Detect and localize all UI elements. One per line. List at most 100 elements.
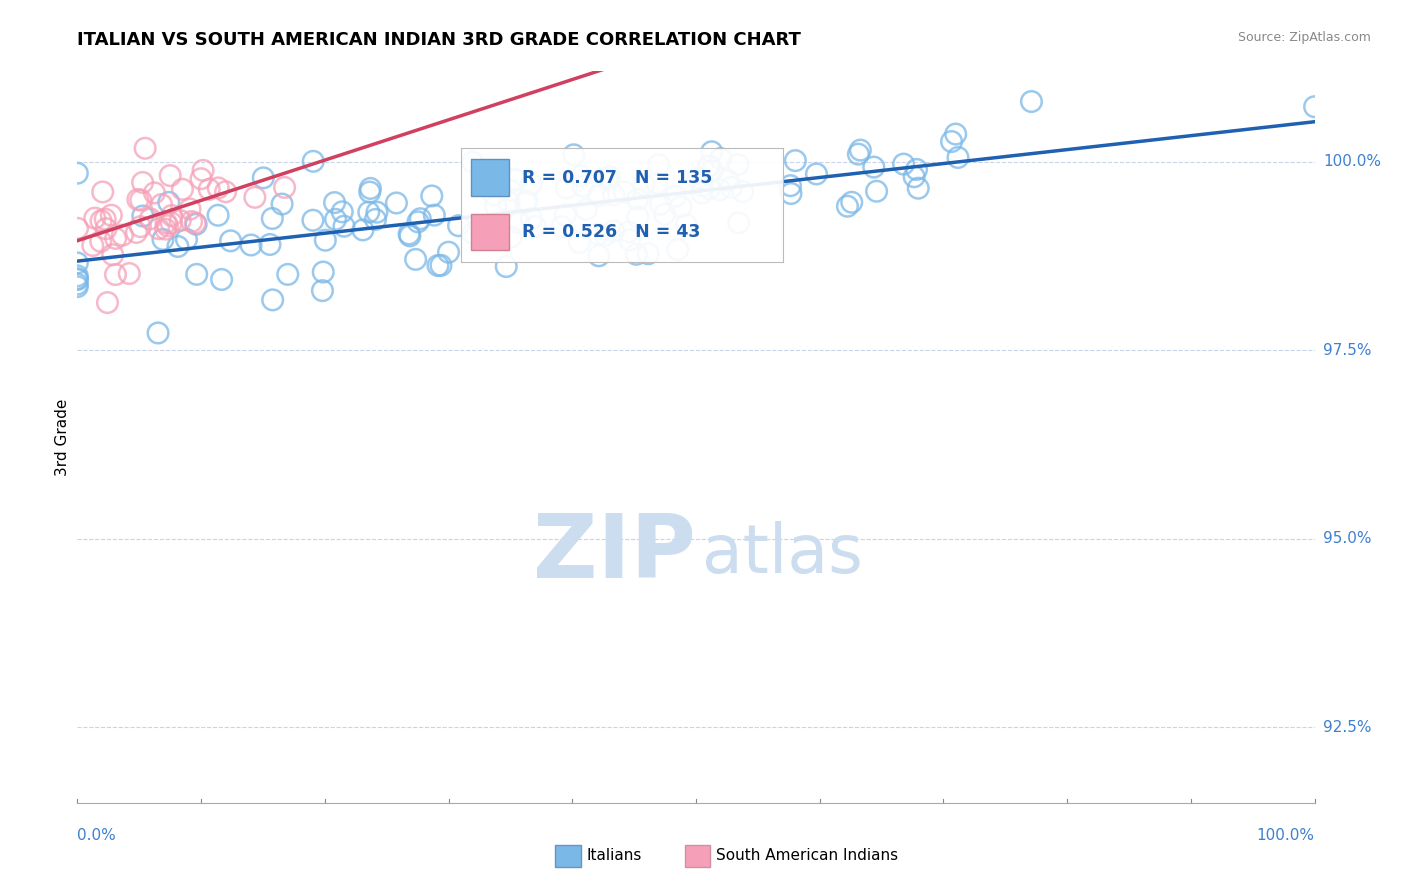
Point — [699, 182, 721, 196]
Point — [447, 219, 470, 233]
Point — [409, 211, 432, 226]
Point — [132, 209, 155, 223]
Point — [94, 212, 117, 227]
Point — [406, 215, 429, 229]
Point — [865, 184, 887, 198]
Point — [312, 265, 335, 279]
Point — [66, 271, 89, 285]
Text: 100.0%: 100.0% — [1257, 828, 1315, 843]
Point — [399, 228, 422, 243]
Point — [731, 185, 754, 199]
Point — [702, 164, 724, 178]
Point — [330, 204, 353, 219]
Point — [619, 233, 641, 247]
Point — [779, 178, 801, 193]
Bar — [471, 160, 509, 195]
Text: Italians: Italians — [586, 848, 641, 863]
Point — [498, 195, 520, 210]
Point — [214, 185, 236, 199]
Point — [160, 216, 183, 230]
Y-axis label: 3rd Grade: 3rd Grade — [55, 399, 70, 475]
Point — [717, 173, 740, 187]
Point — [66, 221, 89, 235]
Point — [524, 219, 547, 234]
Point — [572, 179, 595, 194]
Text: ZIP: ZIP — [533, 510, 696, 598]
Point — [104, 268, 127, 282]
Point — [675, 218, 697, 232]
Point — [66, 277, 89, 292]
Point — [66, 166, 89, 180]
Point — [156, 219, 179, 233]
Point — [90, 235, 112, 249]
Point — [437, 245, 460, 260]
Point — [627, 210, 650, 224]
Point — [806, 167, 828, 181]
Point — [211, 272, 233, 286]
Point — [727, 216, 749, 230]
Point — [575, 202, 598, 217]
Text: 97.5%: 97.5% — [1323, 343, 1371, 358]
Point — [302, 213, 325, 227]
Point — [554, 208, 576, 222]
Text: 100.0%: 100.0% — [1323, 154, 1381, 169]
Point — [366, 205, 388, 219]
Point — [129, 193, 152, 207]
Point — [357, 205, 380, 219]
Point — [555, 181, 578, 195]
Point — [134, 141, 156, 155]
Point — [359, 185, 381, 199]
Point — [849, 143, 872, 157]
Point — [262, 211, 284, 226]
Point — [430, 258, 453, 272]
Point — [423, 208, 446, 222]
Point — [650, 197, 672, 211]
Text: R = 0.707   N = 135: R = 0.707 N = 135 — [522, 169, 713, 186]
Point — [83, 211, 105, 226]
Point — [271, 197, 294, 211]
Point — [520, 211, 543, 226]
Point — [461, 155, 484, 169]
Point — [503, 172, 526, 186]
Point — [155, 222, 177, 236]
Point — [903, 169, 925, 184]
Point — [602, 187, 624, 202]
Point — [155, 216, 177, 230]
Point — [848, 147, 870, 161]
Point — [697, 160, 720, 174]
Point — [515, 195, 537, 210]
Point — [420, 189, 443, 203]
Point — [599, 169, 621, 184]
Point — [1021, 95, 1043, 109]
Point — [240, 238, 263, 252]
Point — [118, 267, 141, 281]
Point — [364, 212, 387, 227]
Point — [398, 227, 420, 241]
Point — [184, 216, 207, 230]
Point — [720, 180, 742, 194]
Point — [352, 223, 374, 237]
Point — [905, 162, 928, 177]
Point — [785, 153, 807, 168]
Point — [550, 219, 572, 234]
Point — [645, 176, 668, 190]
Point — [478, 232, 501, 246]
Text: R = 0.526   N = 43: R = 0.526 N = 43 — [522, 223, 700, 241]
Point — [219, 234, 242, 248]
Point — [167, 239, 190, 253]
Point — [252, 170, 274, 185]
Point — [602, 224, 624, 238]
Point — [91, 185, 114, 199]
Point — [323, 195, 346, 210]
Point — [588, 249, 610, 263]
Point — [626, 192, 648, 206]
Point — [595, 227, 617, 242]
Point — [259, 237, 281, 252]
Text: 95.0%: 95.0% — [1323, 532, 1371, 547]
Point — [700, 145, 723, 159]
Point — [699, 159, 721, 173]
Point — [692, 179, 714, 194]
Point — [941, 135, 963, 149]
Point — [186, 217, 208, 231]
Point — [152, 232, 174, 246]
